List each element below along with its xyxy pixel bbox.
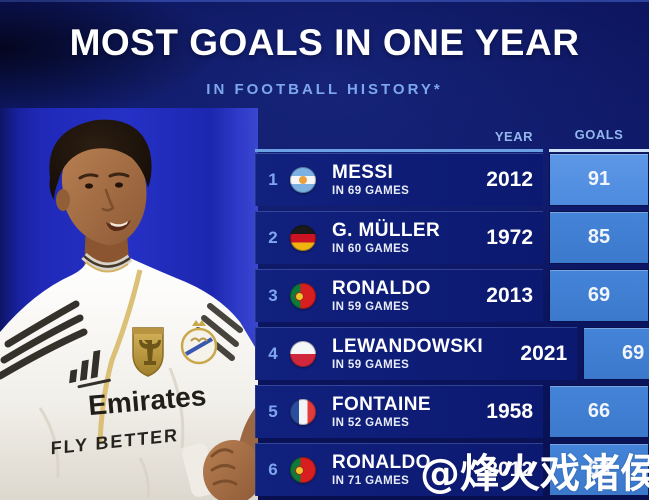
player-name: LEWANDOWSKI (332, 335, 484, 357)
year-value: 2012 (486, 168, 533, 191)
portugal-flag-icon (290, 283, 316, 309)
table-row: 1 MESSI IN 69 GAMES 2012 91 (255, 153, 649, 206)
corner-shade (0, 0, 220, 120)
games-label: IN 52 GAMES (332, 417, 410, 430)
games-label: IN 59 GAMES (332, 359, 410, 372)
goals-value: 85 (549, 211, 649, 264)
table-row: 6 RONALDO IN 71 GAMES 2012 63 (255, 443, 649, 496)
champions-badge (132, 327, 164, 377)
games-label: IN 59 GAMES (332, 301, 410, 314)
rank-label: 3 (268, 286, 278, 305)
adidas-logo (69, 349, 111, 389)
table-row: 5 FONTAINE IN 52 GAMES 1958 66 (255, 385, 649, 438)
player-name: RONALDO (332, 277, 431, 299)
year-value: 2012 (486, 458, 533, 481)
table-row: 2 G. MÜLLER IN 60 GAMES 1972 85 (255, 211, 649, 264)
goals-column-header: GOALS (574, 127, 624, 142)
goals-value: 69 (583, 327, 649, 380)
real-madrid-crest (180, 320, 218, 365)
table-row: 3 RONALDO IN 59 GAMES 2013 69 (255, 269, 649, 322)
ranking-table: YEAR GOALS 1 MESSI IN 69 GAMES 2012 91 2 (255, 122, 649, 500)
goals-value: 66 (549, 385, 649, 438)
player-ear (56, 189, 70, 211)
year-value: 1972 (486, 226, 533, 249)
gold-piping (97, 269, 143, 443)
player-illustration: Emirates FLY BETTER (0, 108, 258, 500)
table-row: 4 LEWANDOWSKI IN 59 GAMES 2021 69 (255, 327, 649, 380)
player-hair (49, 119, 152, 200)
table-header: YEAR GOALS (255, 122, 649, 149)
page-title: MOST GOALS IN ONE YEAR (69, 22, 580, 63)
year-column-header: YEAR (494, 129, 533, 144)
games-label: IN 60 GAMES (332, 243, 410, 256)
shoulder-stripes-left (0, 300, 88, 380)
gold-collar-trim (85, 261, 129, 273)
rank-label: 6 (268, 460, 278, 479)
player-face (61, 142, 147, 246)
header-rule (255, 149, 649, 152)
rank-label: 5 (268, 402, 278, 421)
watermark-text: @烽火戏诸侯 (420, 451, 649, 497)
rank-label: 1 (268, 170, 278, 189)
rank-label: 2 (268, 228, 278, 247)
poland-flag-icon (290, 341, 316, 367)
year-value: 2013 (486, 284, 533, 307)
player-name: G. MÜLLER (332, 219, 441, 241)
player-name: MESSI (332, 161, 394, 183)
argentina-flag-icon (290, 167, 316, 193)
player-jersey (0, 258, 258, 500)
portugal-flag-icon (290, 457, 316, 483)
player-fist (203, 440, 258, 500)
games-label: IN 71 GAMES (332, 475, 410, 488)
player-name: RONALDO (332, 451, 431, 473)
goals-value: 63 (549, 443, 649, 496)
germany-flag-icon (290, 225, 316, 251)
year-value: 2021 (520, 342, 568, 365)
player-name: FONTAINE (332, 393, 431, 415)
rank-label: 4 (268, 344, 278, 363)
games-label: IN 69 GAMES (332, 185, 410, 198)
france-flag-icon (290, 399, 316, 425)
player-photo: Emirates FLY BETTER (0, 108, 258, 500)
year-value: 1958 (486, 400, 533, 423)
page-subtitle: IN FOOTBALL HISTORY* (206, 81, 443, 98)
goals-value: 69 (549, 269, 649, 322)
goals-value: 91 (549, 153, 649, 206)
